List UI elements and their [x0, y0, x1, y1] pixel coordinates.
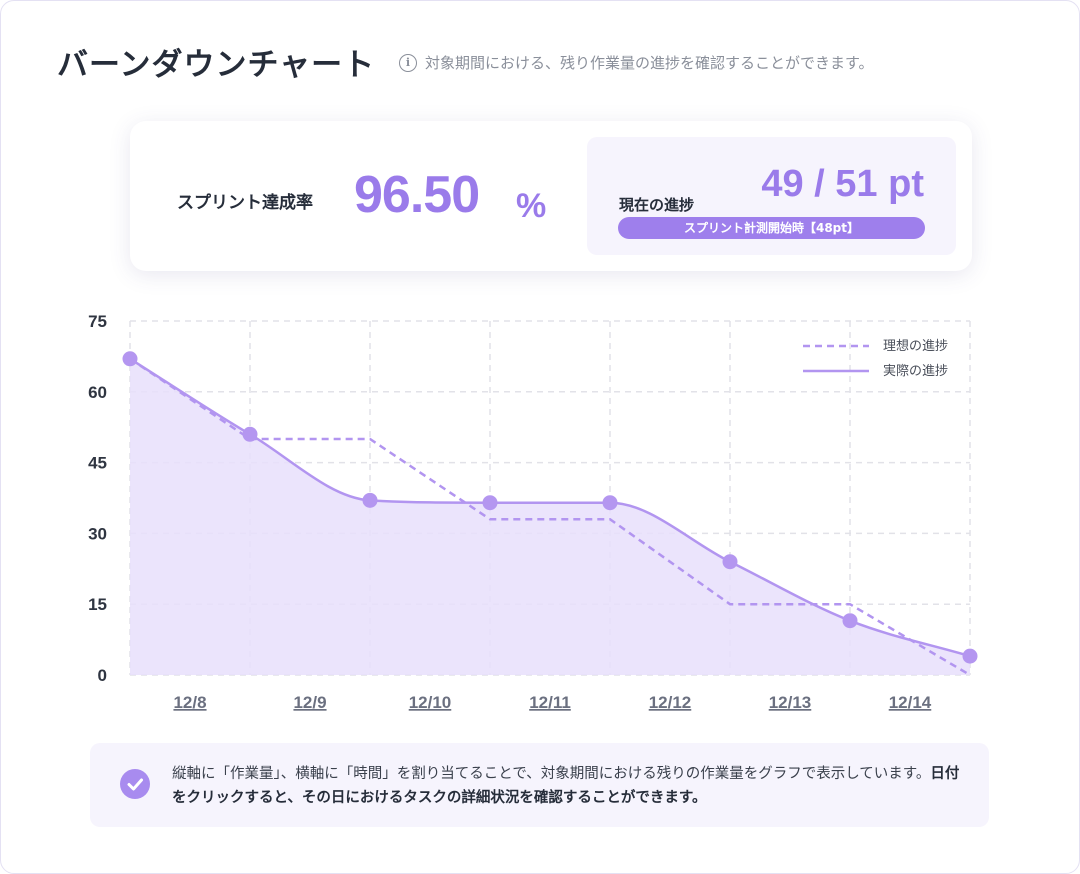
actual-progress-line	[129, 357, 971, 658]
burndown-chart: 0 15 30 45 60 75 12/8 12/9 12/10 12/11 12/12 12/13 1…	[88, 312, 978, 712]
note-text: 縦軸に「作業量」、横軸に「時間」を割り当てることで、対象期間における残りの作業量…	[172, 762, 962, 810]
x-date-link[interactable]: 12/12	[649, 693, 692, 712]
actual-data-point	[722, 554, 738, 570]
note-box: 縦軸に「作業量」、横軸に「時間」を割り当てることで、対象期間における残りの作業量…	[90, 743, 989, 827]
y-tick-label: 75	[88, 312, 107, 331]
y-tick-label: 0	[98, 666, 107, 685]
sprint-rate-value: 96.50	[354, 166, 480, 224]
x-date-link[interactable]: 12/13	[769, 693, 812, 712]
actual-area-fill	[130, 358, 970, 675]
sprint-rate-unit: %	[516, 187, 547, 225]
info-row: i 対象期間における、残り作業量の進捗を確認することができます。	[399, 52, 874, 73]
actual-data-point	[242, 426, 258, 442]
x-date-link[interactable]: 12/11	[529, 693, 571, 712]
page-title: バーンダウンチャート	[57, 47, 376, 83]
actual-data-point	[122, 351, 138, 367]
y-tick-label: 30	[88, 524, 107, 543]
actual-data-point	[962, 648, 978, 664]
current-progress-label: 現在の進捗	[619, 196, 695, 214]
info-icon: i	[399, 53, 417, 72]
actual-data-point	[362, 492, 378, 508]
note-text-bold: 日付をクリックすると、その日におけるタスクの詳細状況を確認することができます。	[172, 766, 960, 806]
x-date-link[interactable]: 12/14	[889, 693, 932, 712]
y-tick-label: 60	[88, 383, 107, 402]
actual-data-point	[602, 495, 618, 511]
y-tick-label: 45	[88, 454, 107, 473]
legend-actual-label: 実際の進捗	[883, 363, 948, 379]
x-date-link[interactable]: 12/9	[293, 693, 326, 712]
sprint-rate-label: スプリント達成率	[177, 193, 313, 213]
ideal-progress-line	[129, 357, 971, 677]
y-tick-label: 15	[88, 595, 107, 614]
current-progress-panel: 現在の進捗 49 / 51 pt スプリント計測開始時【48pt】	[587, 137, 956, 255]
sprint-start-badge: スプリント計測開始時【48pt】	[618, 217, 925, 239]
current-progress-value: 49 / 51 pt	[761, 163, 924, 205]
actual-data-point	[482, 495, 498, 511]
stats-card: スプリント達成率 96.50 % 現在の進捗 49 / 51 pt スプリント計…	[130, 121, 972, 271]
x-date-link[interactable]: 12/10	[409, 693, 452, 712]
x-date-link[interactable]: 12/8	[173, 693, 206, 712]
actual-data-point	[842, 613, 858, 629]
check-circle-icon	[120, 769, 150, 799]
info-text: 対象期間における、残り作業量の進捗を確認することができます。	[425, 54, 874, 72]
note-text-normal: 縦軸に「作業量」、横軸に「時間」を割り当てることで、対象期間における残りの作業量…	[172, 766, 931, 782]
legend-ideal-label: 理想の進捗	[883, 338, 948, 354]
